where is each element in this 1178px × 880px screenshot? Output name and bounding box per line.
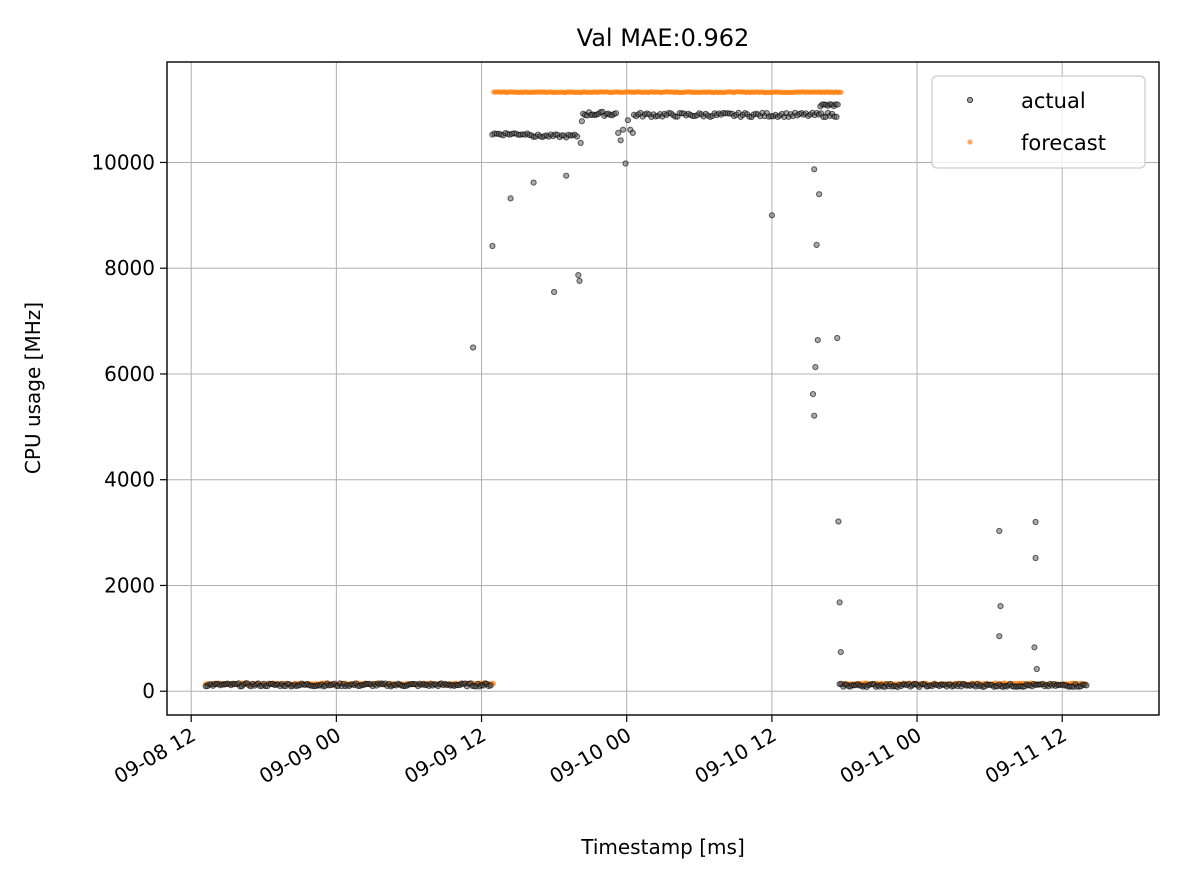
actual-point	[620, 126, 627, 133]
actual-point	[1033, 665, 1040, 673]
actual-point	[813, 241, 820, 248]
actual-point	[576, 277, 583, 284]
x-axis-title: Timestamp [ms]	[580, 835, 745, 859]
y-tick-label: 0	[142, 679, 155, 703]
actual-point	[809, 391, 817, 398]
actual-point	[834, 101, 841, 108]
actual-point	[1032, 554, 1039, 562]
actual-series	[202, 101, 1090, 691]
actual-point	[530, 179, 537, 186]
y-axis: 0 2000 4000 6000 8000 10000	[91, 150, 167, 703]
y-tick-label: 4000	[104, 468, 155, 492]
actual-point	[816, 191, 823, 198]
actual-point	[997, 603, 1004, 610]
legend-forecast-marker	[967, 139, 973, 145]
actual-point	[996, 527, 1003, 535]
actual-point	[629, 129, 636, 136]
actual-point	[835, 518, 842, 525]
actual-point	[574, 133, 581, 140]
y-axis-title: CPU usage [MHz]	[21, 302, 45, 474]
actual-point	[996, 633, 1003, 640]
actual-point	[837, 649, 844, 656]
actual-point	[507, 195, 514, 202]
legend: actual forecast	[931, 75, 1146, 169]
legend-actual-marker	[966, 96, 974, 104]
legend-actual-label: actual	[1021, 89, 1086, 113]
actual-point	[1031, 644, 1038, 651]
actual-point	[834, 334, 841, 342]
y-tick-label: 8000	[104, 256, 155, 280]
actual-point	[551, 288, 558, 296]
actual-point	[489, 242, 496, 250]
actual-point	[812, 364, 819, 371]
actual-point	[1032, 518, 1039, 526]
actual-point	[613, 110, 620, 117]
actual-point	[1083, 682, 1090, 689]
actual-point	[836, 599, 843, 606]
actual-point	[470, 344, 477, 351]
actual-point	[811, 166, 818, 173]
actual-point	[811, 412, 818, 419]
actual-point	[622, 160, 629, 167]
actual-point	[617, 137, 624, 144]
plot-frame	[166, 61, 1160, 716]
grid-lines	[167, 62, 1159, 715]
legend-forecast-label: forecast	[1021, 131, 1106, 155]
actual-point	[814, 337, 821, 344]
actual-point	[563, 172, 570, 179]
actual-point	[833, 113, 840, 121]
actual-point	[578, 118, 586, 125]
y-tick-label: 2000	[104, 573, 155, 597]
actual-point	[577, 139, 584, 146]
actual-point	[615, 129, 622, 136]
forecast-point	[838, 89, 844, 95]
actual-point	[575, 272, 582, 279]
actual-point	[487, 682, 494, 689]
chart-title: Val MAE:0.962	[577, 24, 750, 52]
actual-point	[768, 212, 776, 219]
actual-point	[624, 117, 632, 124]
legend-box	[931, 75, 1146, 169]
y-tick-label: 6000	[104, 362, 155, 386]
y-tick-label: 10000	[91, 150, 155, 174]
